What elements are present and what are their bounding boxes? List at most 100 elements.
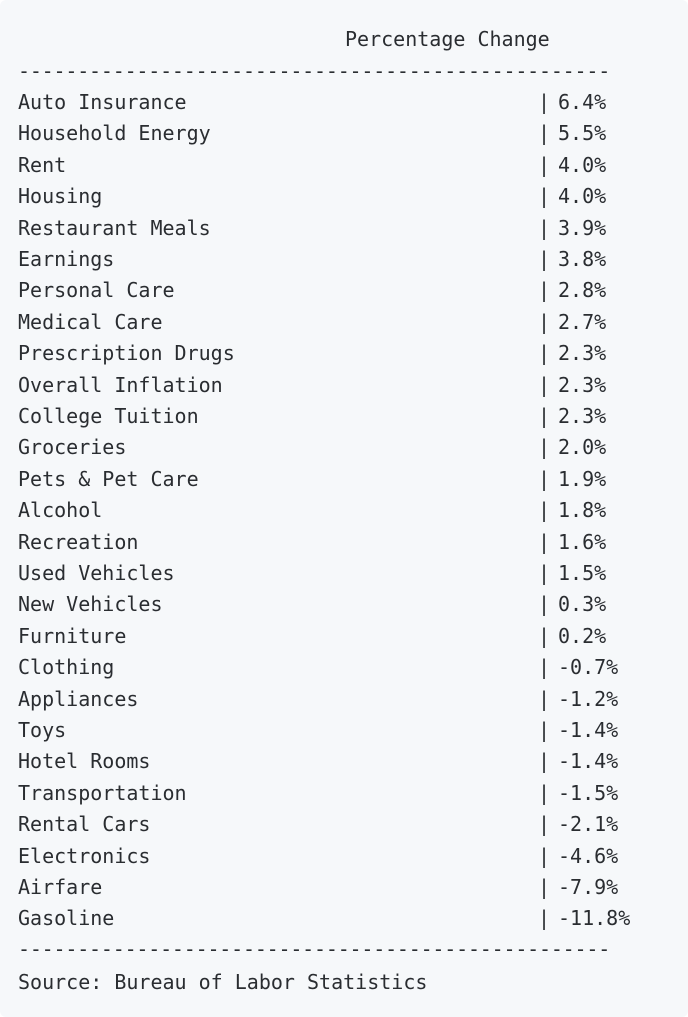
row-separator: |	[537, 152, 551, 177]
column-header: Percentage Change	[345, 27, 550, 51]
row-value: 2.3%	[558, 341, 607, 366]
table-row: Auto Insurance | 6.4%	[18, 87, 658, 118]
row-value: 1.8%	[558, 498, 607, 523]
row-label: Recreation	[18, 529, 139, 554]
row-value: 3.9%	[558, 215, 607, 240]
row-value: 3.8%	[558, 247, 607, 271]
row-value: -0.7%	[558, 655, 619, 680]
row-separator: |	[537, 780, 551, 805]
table-row: Used Vehicles | 1.5%	[18, 558, 658, 589]
row-value: 5.5%	[558, 121, 607, 146]
row-separator: |	[537, 623, 551, 648]
source-note: Source: Bureau of Labor Statistics	[18, 970, 428, 994]
row-value: 1.6%	[558, 529, 607, 554]
row-value: 6.4%	[558, 90, 607, 114]
row-value: 0.3%	[558, 592, 607, 617]
row-value: -7.9%	[558, 875, 619, 899]
row-value: 4.0%	[558, 184, 607, 209]
table-row: Rent | 4.0%	[18, 150, 658, 181]
table-row: Earnings | 3.8%	[18, 244, 658, 275]
row-label: Housing	[18, 184, 103, 209]
row-label: Appliances	[18, 686, 139, 711]
row-separator: |	[537, 561, 551, 585]
table-row: Medical Care | 2.7%	[18, 307, 658, 338]
row-separator: |	[537, 843, 551, 868]
row-value: 2.3%	[558, 404, 607, 428]
table-row: Prescription Drugs | 2.3%	[18, 338, 658, 369]
table-row: Clothing | -0.7%	[18, 652, 658, 683]
table-row: Electronics | -4.6%	[18, 841, 658, 872]
table-row: Groceries | 2.0%	[18, 432, 658, 463]
row-value: -1.4%	[558, 749, 619, 774]
table-row: Alcohol | 1.8%	[18, 495, 658, 526]
row-label: Toys	[18, 718, 67, 742]
row-separator: |	[537, 404, 551, 428]
row-separator: |	[537, 718, 551, 742]
row-separator: |	[537, 184, 551, 209]
table-row: Recreation | 1.6%	[18, 527, 658, 558]
row-separator: |	[537, 215, 551, 240]
row-value: -2.1%	[558, 812, 619, 837]
row-value: -1.4%	[558, 718, 619, 742]
row-value: -4.6%	[558, 843, 619, 868]
row-label: Pets & Pet Care	[18, 466, 199, 491]
row-separator: |	[537, 121, 551, 146]
top-rule: ----------------------------------------…	[18, 59, 611, 83]
table-row: Furniture | 0.2%	[18, 621, 658, 652]
row-label: Personal Care	[18, 278, 175, 303]
row-label: Rent	[18, 152, 67, 177]
table-row: Pets & Pet Care | 1.9%	[18, 464, 658, 495]
row-value: 4.0%	[558, 152, 607, 177]
row-label: Transportation	[18, 780, 187, 805]
bottom-rule: ----------------------------------------…	[18, 937, 611, 961]
table-row: Hotel Rooms | -1.4%	[18, 746, 658, 777]
table-row: Housing | 4.0%	[18, 181, 658, 212]
row-value: -1.5%	[558, 780, 619, 805]
row-label: Prescription Drugs	[18, 341, 235, 366]
row-label: Medical Care	[18, 309, 163, 334]
row-separator: |	[537, 749, 551, 774]
row-label: Used Vehicles	[18, 561, 175, 585]
row-value: 1.5%	[558, 561, 607, 585]
row-separator: |	[537, 686, 551, 711]
row-separator: |	[537, 875, 551, 899]
row-label: Electronics	[18, 843, 151, 868]
table-row: College Tuition | 2.3%	[18, 401, 658, 432]
row-value: -1.2%	[558, 686, 619, 711]
row-value: 2.7%	[558, 309, 607, 334]
row-value: 1.9%	[558, 466, 607, 491]
row-separator: |	[537, 278, 551, 303]
row-label: Groceries	[18, 435, 127, 460]
table-row: Household Energy | 5.5%	[18, 118, 658, 149]
table-row: Airfare | -7.9%	[18, 872, 658, 903]
row-label: Hotel Rooms	[18, 749, 151, 774]
row-label: Overall Inflation	[18, 372, 223, 397]
row-label: Earnings	[18, 247, 115, 271]
row-separator: |	[537, 655, 551, 680]
row-label: Clothing	[18, 655, 115, 680]
row-value: 0.2%	[558, 623, 607, 648]
row-label: Household Energy	[18, 121, 211, 146]
row-separator: |	[537, 466, 551, 491]
row-separator: |	[537, 309, 551, 334]
table-row: Gasoline | -11.8%	[18, 903, 658, 934]
row-value: 2.8%	[558, 278, 607, 303]
row-label: Alcohol	[18, 498, 103, 523]
row-separator: |	[537, 592, 551, 617]
row-separator: |	[537, 372, 551, 397]
row-label: Rental Cars	[18, 812, 151, 837]
table-row: Transportation | -1.5%	[18, 778, 658, 809]
row-separator: |	[537, 341, 551, 366]
table-row: Rental Cars | -2.1%	[18, 809, 658, 840]
row-label: College Tuition	[18, 404, 199, 428]
row-value: 2.0%	[558, 435, 607, 460]
row-value: 2.3%	[558, 372, 607, 397]
row-label: Auto Insurance	[18, 90, 187, 114]
table-row: Appliances | -1.2%	[18, 684, 658, 715]
row-value: -11.8%	[558, 906, 631, 931]
row-separator: |	[537, 529, 551, 554]
row-separator: |	[537, 906, 551, 931]
row-label: Furniture	[18, 623, 127, 648]
row-label: Restaurant Meals	[18, 215, 211, 240]
